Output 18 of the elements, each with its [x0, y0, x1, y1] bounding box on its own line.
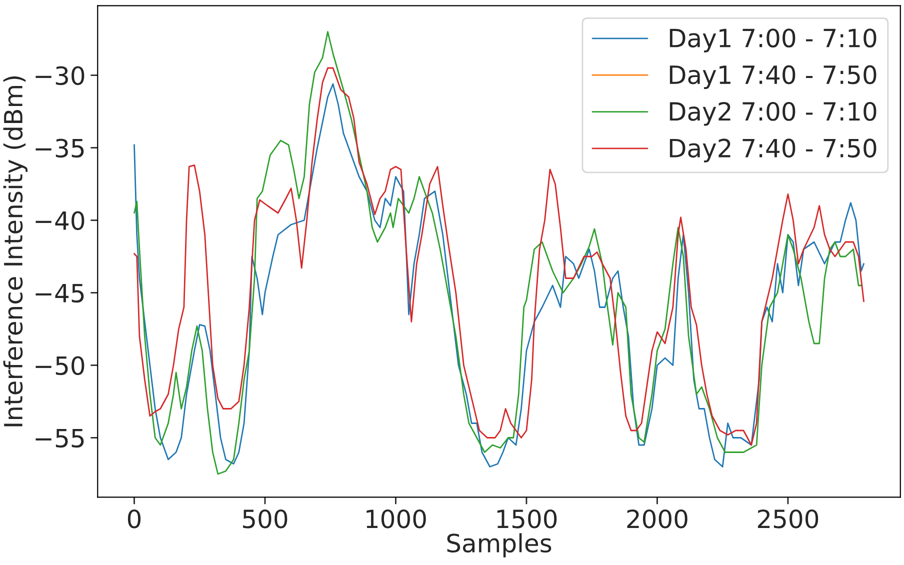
x-tick-label: 500: [243, 509, 288, 528]
legend-label: Day1 7:00 - 7:10: [670, 28, 876, 52]
legend-label: Day2 7:40 - 7:50: [670, 138, 876, 162]
y-tick-label: −45: [36, 284, 84, 303]
y-axis-title: Interference Intensity (dBm): [3, 76, 28, 426]
legend-label: Day1 7:40 - 7:50: [670, 65, 876, 90]
x-tick-label: 1500: [497, 509, 557, 528]
y-tick-label: −55: [36, 429, 84, 448]
y-tick-label: −35: [36, 138, 84, 158]
x-tick-label: 1000: [366, 509, 426, 528]
y-tick-label: −30: [36, 66, 84, 86]
x-tick-label: 2000: [627, 509, 688, 528]
y-tick-label: −50: [36, 356, 84, 376]
legend-label: Day2 7:00 - 7:10: [670, 102, 876, 126]
x-axis-title: Samples: [447, 533, 552, 558]
x-tick-label: 2500: [758, 509, 818, 528]
y-tick-label: −40: [36, 211, 84, 230]
x-tick-label: 0: [128, 509, 141, 528]
